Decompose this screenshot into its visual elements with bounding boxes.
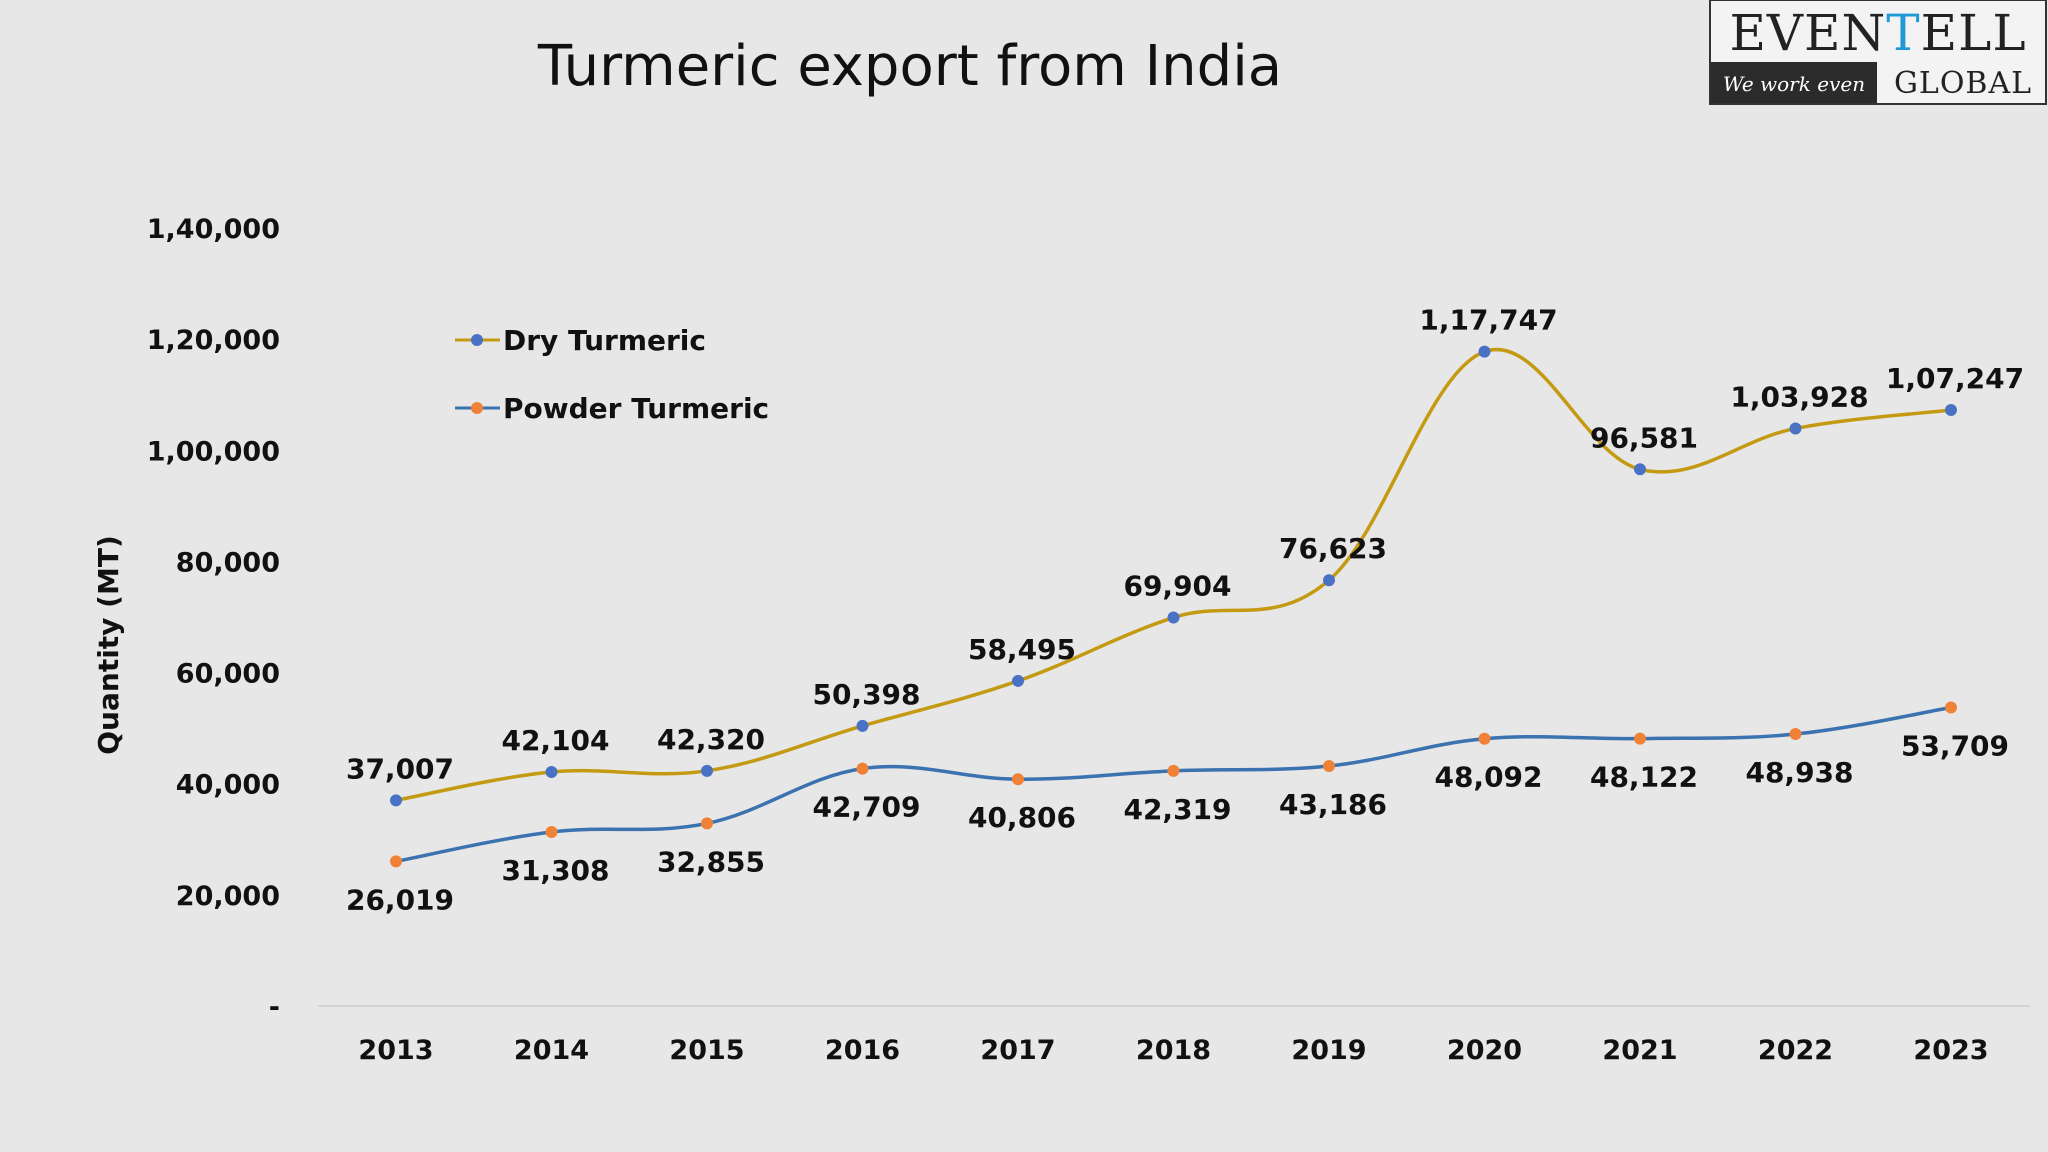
- x-tick-label: 2014: [514, 1035, 589, 1066]
- x-tick-label: 2021: [1602, 1035, 1677, 1066]
- legend: Dry Turmeric Powder Turmeric: [455, 324, 769, 425]
- data-label-dry-turmeric: 69,904: [1123, 570, 1231, 603]
- x-tick-label: 2015: [669, 1035, 744, 1066]
- y-tick-label: 60,000: [176, 659, 280, 690]
- data-point-powder-turmeric: [1478, 732, 1491, 745]
- y-tick-label: 1,40,000: [147, 214, 280, 245]
- data-point-powder-turmeric: [1012, 773, 1024, 786]
- data-label-dry-turmeric: 96,581: [1590, 421, 1698, 454]
- data-label-dry-turmeric: 42,320: [657, 723, 765, 756]
- data-label-dry-turmeric: 50,398: [812, 678, 920, 711]
- legend-item-dry-turmeric: Dry Turmeric: [455, 324, 706, 357]
- y-axis-label: Quantity (MT): [92, 535, 125, 755]
- legend-label-powder-turmeric: Powder Turmeric: [503, 392, 769, 425]
- x-tick-label: 2017: [980, 1035, 1055, 1066]
- data-point-powder-turmeric: [856, 762, 869, 775]
- x-tick-label: 2019: [1291, 1035, 1366, 1066]
- data-label-powder-turmeric: 26,019: [346, 883, 454, 916]
- logo-tagline: We work even: [1723, 72, 1865, 96]
- x-tick-label: 2013: [358, 1035, 433, 1066]
- data-label-dry-turmeric: 76,623: [1279, 532, 1387, 565]
- data-label-dry-turmeric: 42,104: [501, 724, 609, 757]
- y-tick-label: 80,000: [176, 547, 280, 578]
- data-point-powder-turmeric: [1945, 701, 1957, 714]
- series-line-dry-turmeric: [395, 347, 1952, 803]
- data-label-powder-turmeric: 48,122: [1590, 761, 1698, 794]
- legend-item-powder-turmeric: Powder Turmeric: [455, 392, 769, 425]
- data-point-dry-turmeric: [856, 719, 869, 732]
- data-point-dry-turmeric: [1167, 611, 1180, 624]
- x-tick-label: 2018: [1136, 1035, 1211, 1066]
- data-label-dry-turmeric: 58,495: [968, 633, 1076, 666]
- data-label-powder-turmeric: 53,709: [1901, 730, 2009, 763]
- data-point-powder-turmeric: [701, 817, 713, 830]
- data-labels: 37,007 42,104 42,320 50,398 58,495 69,904 76,6…: [346, 304, 2024, 917]
- y-tick-label: 1,00,000: [147, 436, 280, 467]
- y-axis-ticks: - 20,000 40,000 60,000 80,000 1,00,000 1,20,00…: [147, 214, 280, 1023]
- y-tick-label: -: [269, 992, 280, 1023]
- data-label-powder-turmeric: 31,308: [501, 854, 609, 887]
- series-lines: [395, 347, 1952, 864]
- data-point-dry-turmeric: [1323, 574, 1335, 587]
- x-tick-label: 2022: [1758, 1035, 1833, 1066]
- data-point-powder-turmeric: [390, 855, 402, 868]
- data-point-dry-turmeric: [1945, 404, 1957, 417]
- logo-global: GLOBAL: [1894, 66, 2032, 101]
- data-label-dry-turmeric: 1,03,928: [1730, 380, 1868, 413]
- data-point-powder-turmeric: [1789, 728, 1802, 741]
- y-tick-label: 20,000: [176, 881, 280, 912]
- data-point-powder-turmeric: [545, 826, 558, 839]
- data-label-powder-turmeric: 32,855: [657, 845, 765, 878]
- data-point-powder-turmeric: [1634, 732, 1646, 745]
- data-label-dry-turmeric: 1,17,747: [1419, 304, 1557, 337]
- data-point-dry-turmeric: [1012, 674, 1024, 687]
- legend-label-dry-turmeric: Dry Turmeric: [503, 324, 706, 357]
- x-tick-label: 2023: [1913, 1035, 1988, 1066]
- data-label-dry-turmeric: 1,07,247: [1886, 362, 2024, 395]
- x-axis-ticks: 2013 2014 2015 2016 2017 2018 2019 2020 2021 2022…: [358, 1035, 1988, 1066]
- logo-wordmark: EVENTELL: [1729, 4, 2026, 62]
- x-tick-label: 2016: [825, 1035, 900, 1066]
- data-point-powder-turmeric: [1323, 760, 1335, 773]
- data-point-dry-turmeric: [1789, 422, 1802, 435]
- data-point-powder-turmeric: [1167, 764, 1180, 777]
- data-label-powder-turmeric: 40,806: [968, 801, 1076, 834]
- y-tick-label: 40,000: [176, 770, 280, 801]
- data-label-powder-turmeric: 48,938: [1745, 756, 1853, 789]
- data-label-dry-turmeric: 37,007: [346, 752, 454, 785]
- data-point-dry-turmeric: [390, 794, 402, 807]
- data-label-powder-turmeric: 42,709: [812, 791, 920, 824]
- data-point-dry-turmeric: [701, 764, 713, 777]
- eventell-logo: EVENTELL We work even GLOBAL: [1709, 0, 2047, 105]
- data-point-dry-turmeric: [545, 766, 558, 779]
- series-markers: [390, 345, 1957, 868]
- data-label-powder-turmeric: 43,186: [1279, 788, 1387, 821]
- data-label-powder-turmeric: 48,092: [1434, 761, 1542, 794]
- data-point-dry-turmeric: [1634, 463, 1646, 476]
- data-label-powder-turmeric: 42,319: [1123, 793, 1231, 826]
- x-tick-label: 2020: [1447, 1035, 1522, 1066]
- series-line-powder-turmeric: [395, 705, 1952, 864]
- y-tick-label: 1,20,000: [147, 325, 280, 356]
- chart-title: Turmeric export from India: [537, 34, 1282, 99]
- data-point-dry-turmeric: [1478, 345, 1491, 358]
